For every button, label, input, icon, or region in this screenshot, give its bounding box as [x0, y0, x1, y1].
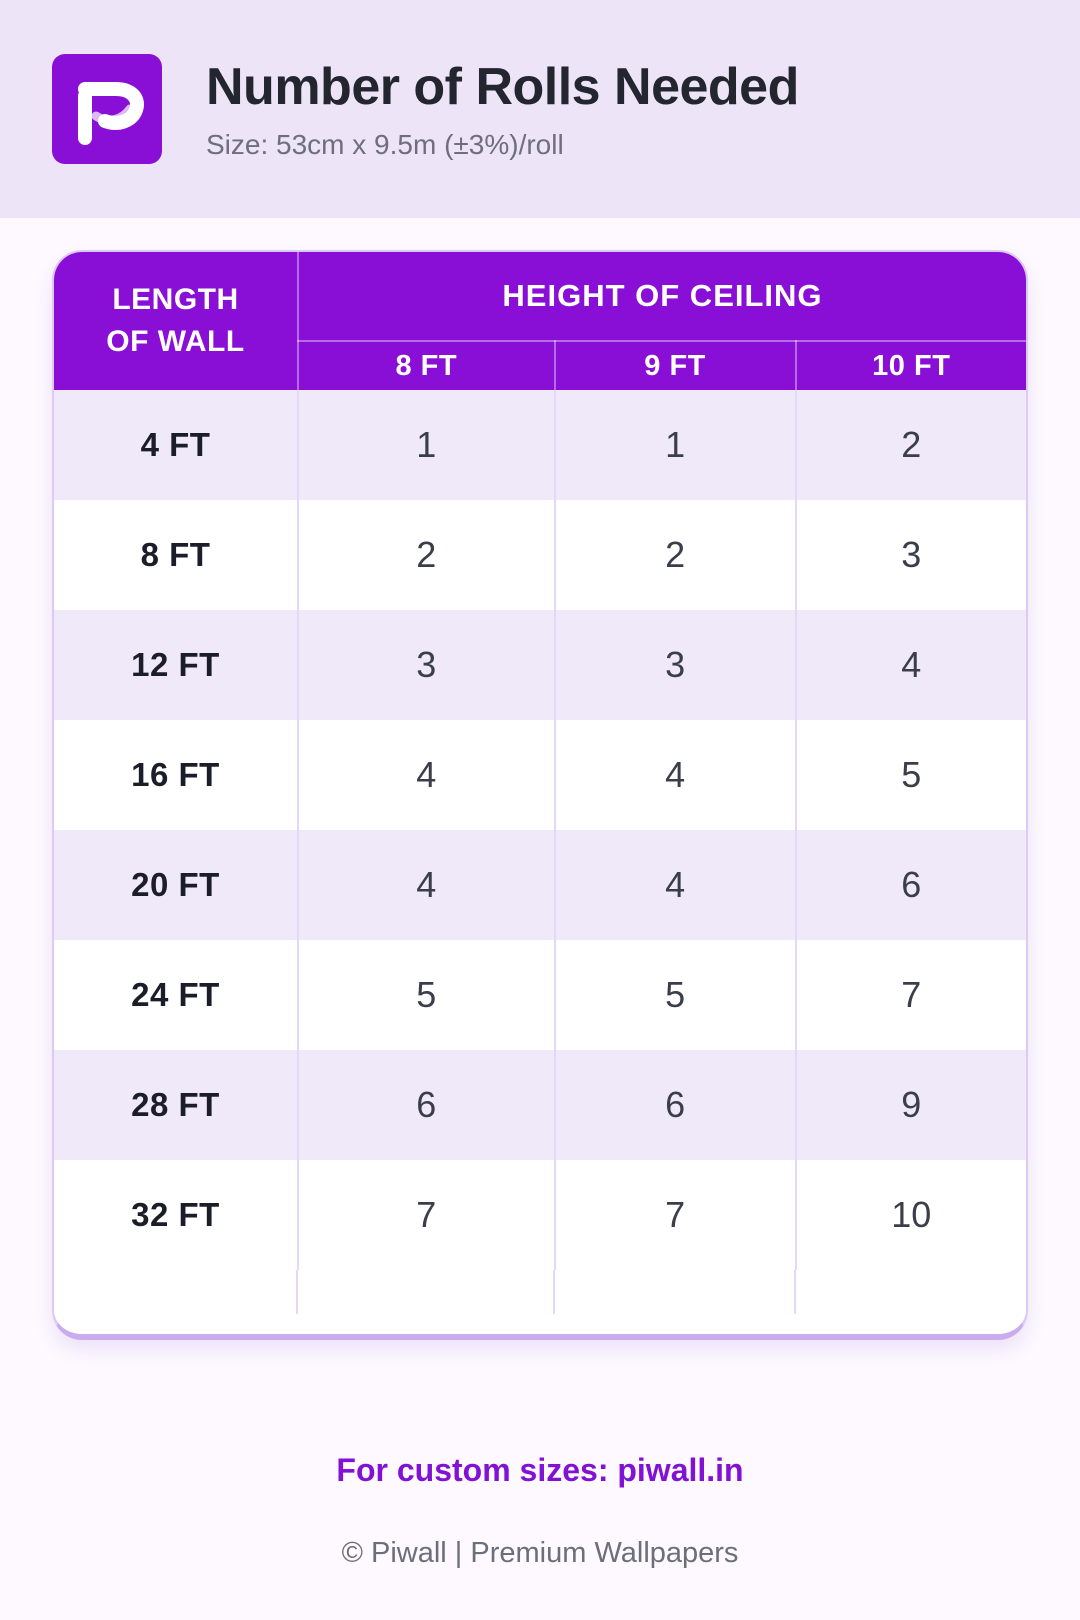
- roll-count-cell: 3: [554, 610, 797, 720]
- spacer-cell: [554, 1270, 796, 1334]
- roll-count-cell: 10: [891, 1194, 932, 1235]
- roll-count-cell: 7: [297, 1160, 556, 1270]
- copyright-text: © Piwall | Premium Wallpapers: [341, 1537, 739, 1569]
- column-header-9ft: 9 FT: [554, 341, 797, 390]
- header-text-block: Number of Rolls Needed Size: 53cm x 9.5m…: [206, 57, 799, 161]
- table-row: 32 FT 7 7 10: [54, 1160, 1026, 1270]
- column-group-header-height-of-ceiling: HEIGHT OF CEILING: [297, 252, 1026, 342]
- roll-count-cell: 2: [297, 500, 556, 610]
- footer: For custom sizes: piwall.in © Piwall | P…: [0, 1452, 1080, 1570]
- roll-count-cell: 4: [297, 830, 556, 940]
- table-bottom-spacer: [54, 1270, 1026, 1334]
- corner-line-1: LENGTH: [112, 283, 239, 316]
- page-title: Number of Rolls Needed: [206, 58, 799, 116]
- roll-count-cell: 4: [297, 720, 556, 830]
- row-header: 12 FT: [54, 610, 299, 720]
- rolls-table: LENGTH OF WALL HEIGHT OF CEILING 8 FT 9 …: [54, 252, 1026, 1334]
- column-header-length-of-wall: LENGTH OF WALL: [54, 252, 299, 390]
- custom-sizes-link[interactable]: For custom sizes: piwall.in: [336, 1452, 744, 1488]
- roll-count-cell: 6: [554, 1050, 797, 1160]
- piwall-logo-icon: [52, 54, 162, 164]
- header-band: Number of Rolls Needed Size: 53cm x 9.5m…: [0, 0, 1080, 218]
- roll-count-cell: 2: [554, 500, 797, 610]
- roll-count-cell: 4: [554, 830, 797, 940]
- spacer-cell: [297, 1270, 555, 1334]
- infographic-page: Number of Rolls Needed Size: 53cm x 9.5m…: [0, 0, 1080, 1570]
- row-header: 16 FT: [54, 720, 299, 830]
- table-row: 28 FT 6 6 9: [54, 1050, 1026, 1160]
- roll-count-cell: 2: [901, 424, 922, 465]
- row-header: 24 FT: [54, 940, 299, 1050]
- roll-count-cell: 5: [297, 940, 556, 1050]
- table-row: 16 FT 4 4 5: [54, 720, 1026, 830]
- roll-count-cell: 1: [297, 390, 556, 500]
- table-row: 24 FT 5 5 7: [54, 940, 1026, 1050]
- roll-count-cell: 6: [901, 864, 922, 905]
- spacer-cell: [54, 1270, 298, 1334]
- roll-count-cell: 5: [554, 940, 797, 1050]
- table-row: 12 FT 3 3 4: [54, 610, 1026, 720]
- rolls-table-card: LENGTH OF WALL HEIGHT OF CEILING 8 FT 9 …: [52, 250, 1028, 1340]
- roll-count-cell: 3: [901, 534, 922, 575]
- row-header: 8 FT: [54, 500, 299, 610]
- row-header: 20 FT: [54, 830, 299, 940]
- row-header: 28 FT: [54, 1050, 299, 1160]
- table-row: 8 FT 2 2 3: [54, 500, 1026, 610]
- spacer-cell: [795, 1270, 1026, 1334]
- table-row: 4 FT 1 1 2: [54, 390, 1026, 500]
- row-header: 32 FT: [54, 1160, 299, 1270]
- roll-count-cell: 7: [901, 974, 922, 1015]
- roll-count-cell: 3: [297, 610, 556, 720]
- roll-count-cell: 4: [901, 644, 922, 685]
- roll-count-cell: 6: [297, 1050, 556, 1160]
- roll-count-cell: 5: [901, 754, 922, 795]
- column-header-8ft: 8 FT: [297, 341, 556, 390]
- page-subtitle: Size: 53cm x 9.5m (±3%)/roll: [206, 129, 564, 160]
- roll-count-cell: 9: [901, 1084, 922, 1125]
- roll-count-cell: 7: [554, 1160, 797, 1270]
- roll-count-cell: 1: [554, 390, 797, 500]
- corner-line-2: OF WALL: [106, 325, 245, 358]
- row-header: 4 FT: [54, 390, 299, 500]
- column-header-10ft: 10 FT: [795, 341, 1026, 390]
- table-row: 20 FT 4 4 6: [54, 830, 1026, 940]
- roll-count-cell: 4: [554, 720, 797, 830]
